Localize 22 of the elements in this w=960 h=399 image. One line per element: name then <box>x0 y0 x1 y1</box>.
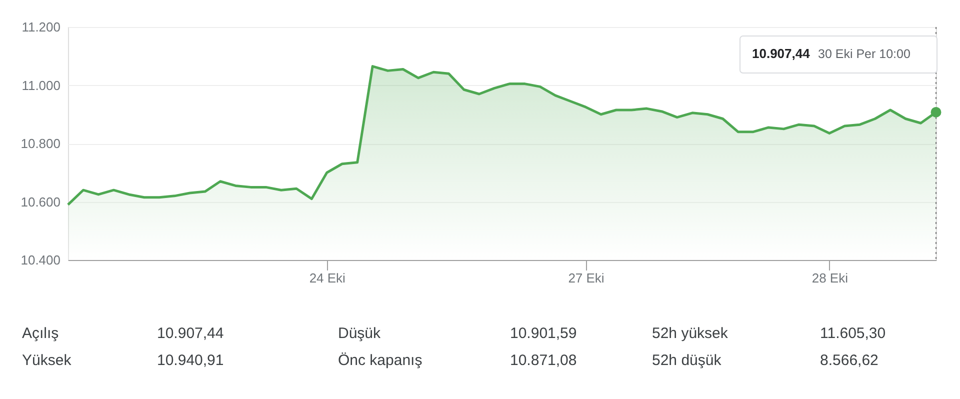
text: 10.901,59 <box>510 325 577 342</box>
text: 8.566,62 <box>820 352 878 369</box>
y-tick-label: 10.600 <box>20 194 60 210</box>
text: 52h düşük <box>652 352 722 369</box>
y-tick-label: 11.200 <box>22 20 60 34</box>
text: 11.605,30 <box>820 325 886 342</box>
text: Düşük <box>338 325 382 342</box>
x-tick-label: 27 Eki <box>568 270 604 286</box>
y-tick-label: 10.400 <box>20 252 60 268</box>
text: 10.940,91 <box>157 352 224 369</box>
y-tick-label: 11.000 <box>22 78 60 93</box>
text: 52h yüksek <box>652 325 728 342</box>
text: 10.907,44 <box>157 325 224 342</box>
x-tick-label: 28 Eki <box>812 270 848 286</box>
y-tick-label: 10.800 <box>20 136 60 151</box>
annotation: 30 Eki Per 10:00 <box>818 47 910 61</box>
text: Önc kapanış <box>338 352 422 369</box>
text: Açılış <box>22 325 59 342</box>
text: 10.871,08 <box>510 352 577 369</box>
annotation: 10.907,44 <box>752 46 811 61</box>
x-tick-label: 24 Eki <box>309 270 346 286</box>
text: Yüksek <box>22 352 72 369</box>
